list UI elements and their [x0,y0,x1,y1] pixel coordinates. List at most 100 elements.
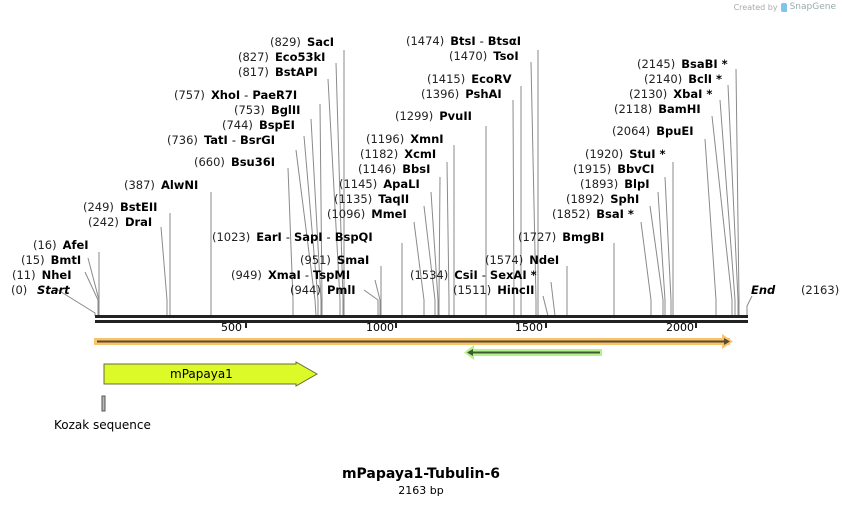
site-name: TaqII [378,192,410,206]
ruler-tick-500: 500 [221,321,242,334]
end-label: End (2163) [751,283,839,297]
site-name: BmtI [50,253,82,267]
site-name: BglII [270,103,301,117]
site-hincii[interactable]: (1511) HincII [453,283,534,297]
site-name: StuI * [629,147,666,161]
kozak-feature-label[interactable]: Kozak sequence [54,418,151,432]
site-eco53ki[interactable]: (827) Eco53kI [238,50,325,64]
site-pos: (1196) [366,132,405,146]
site-pos: (1727) [518,230,557,244]
site-name: BstAPI [274,65,318,79]
green-feature-arrow [464,345,602,360]
site-alwni[interactable]: (387) AlwNI [124,178,198,192]
site-saci[interactable]: (829) SacI [270,35,334,49]
site-name: TatI [203,133,228,147]
site-bbvci[interactable]: (1915) BbvCI [573,162,654,176]
site-name: BlpI [624,177,650,191]
site-ndei[interactable]: (1574) NdeI [485,253,559,267]
site-name: BbvCI [617,162,655,176]
site-bmti[interactable]: (15) BmtI [21,253,81,267]
site-bpuei[interactable]: (2064) BpuEI [612,124,694,138]
ruler-tick-1000: 1000 [366,321,394,334]
site-pos: (1920) [585,147,624,161]
snapgene-logo-icon [780,2,787,12]
site-pos: (1135) [334,192,373,206]
site-name: XbaI * [673,87,713,101]
site-xcmi[interactable]: (1182) XcmI [360,147,436,161]
site-tati-bsrgi[interactable]: (736) TatI - BsrGI [167,133,275,147]
site-blpi[interactable]: (1893) BlpI [580,177,649,191]
site-btsi-btsai[interactable]: (1474) BtsI - BtsαI [406,34,522,48]
site-nhei[interactable]: (11) NheI [12,268,72,282]
site-stui[interactable]: (1920) StuI * [585,147,666,161]
site-pos: (1396) [421,87,460,101]
site-name: PmlI [326,283,356,297]
end-text: End [751,283,776,297]
site-name: EcoRV [471,72,512,86]
site-bsabi[interactable]: (2145) BsaBI * [637,57,728,71]
site-taqii[interactable]: (1135) TaqII [334,192,409,206]
site-pos: (827) [238,50,269,64]
site-bsteii[interactable]: (249) BstEII [83,200,157,214]
site-bspei[interactable]: (744) BspEI [222,118,295,132]
site-apali[interactable]: (1145) ApaLI [339,177,420,191]
site-name-2: SapI [293,230,323,244]
site-xhoi-paer7i[interactable]: (757) XhoI - PaeR7I [174,88,298,102]
site-afei[interactable]: (16) AfeI [33,238,89,252]
site-name: TsoI [493,49,519,63]
site-smai[interactable]: (951) SmaI [300,253,369,267]
site-pos: (242) [88,215,119,229]
site-leader-lines [57,50,753,317]
site-xbai[interactable]: (2130) XbaI * [629,87,712,101]
site-bglii[interactable]: (753) BglII [234,103,300,117]
site-name: BtsI [450,34,476,48]
ruler-tick-1500: 1500 [515,321,543,334]
site-tsoi[interactable]: (1470) TsoI [449,49,519,63]
site-bbsi[interactable]: (1146) BbsI [358,162,430,176]
site-pos: (2140) [644,72,683,86]
site-name: BmgBI [562,230,605,244]
credit-prefix: Created by [733,2,778,12]
site-pos: (1096) [327,207,366,221]
site-bmgbi[interactable]: (1727) BmgBI [518,230,604,244]
site-name-2: PaeR7I [252,88,298,102]
site-bstapi[interactable]: (817) BstAPI [238,65,318,79]
site-name: Bsu36I [230,155,276,169]
site-name: SacI [306,35,335,49]
site-mmei[interactable]: (1096) MmeI [327,207,407,221]
site-bamhi[interactable]: (2118) BamHI [614,102,701,116]
site-pvuii[interactable]: (1299) PvuII [395,109,472,123]
site-name: AlwNI [160,178,199,192]
site-pos: (1893) [580,177,619,191]
mpapaya1-feature-label[interactable]: mPapaya1 [170,367,233,381]
site-ecorv[interactable]: (1415) EcoRV [427,72,512,86]
site-name: CsiI [454,268,478,282]
site-name-2: BsrGI [240,133,275,147]
site-pos: (757) [174,88,205,102]
site-pos: (736) [167,133,198,147]
site-pos: (753) [234,103,265,117]
site-pos: (744) [222,118,253,132]
site-pos: (1852) [552,207,591,221]
site-bcli[interactable]: (2140) BclI * [644,72,722,86]
site-xmni[interactable]: (1196) XmnI [366,132,444,146]
site-bsu36i[interactable]: (660) Bsu36I [194,155,275,169]
site-csii-sexai[interactable]: (1534) CsiI - SexAI * [410,268,537,282]
site-drai[interactable]: (242) DraI [88,215,152,229]
site-name-2: BtsαI [487,34,522,48]
site-pshai[interactable]: (1396) PshAI [421,87,502,101]
site-sphi[interactable]: (1892) SphI [566,192,639,206]
site-xmai-tspmi[interactable]: (949) XmaI - TspMI [231,268,351,282]
site-pmli[interactable]: (944) PmlI [290,283,356,297]
mpapaya1-cds-arrow [103,361,319,387]
plasmid-title: mPapaya1-Tubulin-6 [341,466,501,482]
site-bsai[interactable]: (1852) BsaI * [552,207,634,221]
credit-brand: SnapGene [789,2,836,12]
site-name: SphI [610,192,640,206]
site-name: NdeI [529,253,560,267]
site-pos: (1915) [573,162,612,176]
site-eari-sapi-bspqi[interactable]: (1023) EarI - SapI - BspQI [212,230,373,244]
site-name: MmeI [371,207,407,221]
site-pos: (1145) [339,177,378,191]
